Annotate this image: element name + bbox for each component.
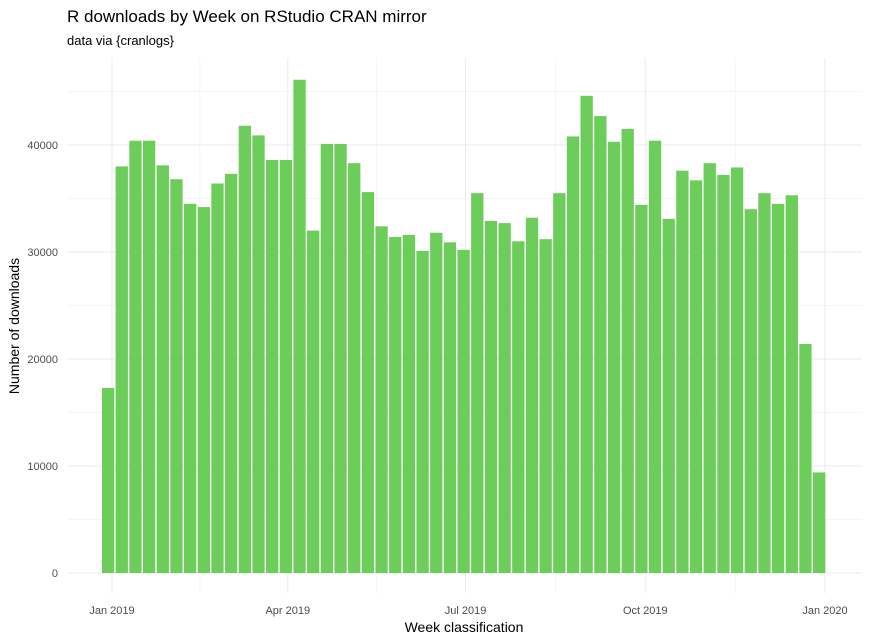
bar [197,207,210,573]
bar [635,204,648,574]
chart-subtitle: data via {cranlogs} [67,33,175,48]
bar [238,125,251,574]
y-tick-label: 30000 [27,247,58,259]
bar [101,387,115,573]
bar [334,143,347,573]
bar [402,234,416,573]
chart-title: R downloads by Week on RStudio CRAN mirr… [67,7,427,26]
bar [266,159,279,574]
bar [689,180,703,573]
bar [758,193,771,573]
bar [512,241,525,574]
y-tick-label: 10000 [27,461,58,473]
bar [594,116,607,574]
bar [621,128,634,573]
y-tick-label: 40000 [27,140,58,152]
x-tick-label: Jul 2019 [445,605,487,617]
bar [730,167,744,573]
x-tick-label: Jan 2020 [802,605,847,617]
bar [812,472,826,573]
bar [785,195,798,574]
bar [484,220,498,573]
bar [225,173,238,573]
bars [101,79,826,574]
bar [320,143,334,573]
bar [142,140,156,573]
y-axis-title: Number of downloads [6,258,22,394]
bar [539,239,552,573]
bar [389,237,402,573]
bar [662,218,675,573]
bar [471,193,484,573]
bar [553,193,566,573]
x-axis-title: Week classification [405,619,524,635]
x-tick-label: Oct 2019 [623,605,668,617]
bar [156,165,169,573]
bar [183,203,197,573]
bar [771,203,785,573]
bar [252,135,265,573]
bar [607,141,621,574]
y-tick-label: 0 [52,568,58,580]
x-axis-ticks: Jan 2019 Apr 2019 Jul 2019 Oct 2019 Jan 2020 [89,605,847,617]
bar [115,166,128,573]
bar [307,230,320,573]
bar [799,344,812,573]
bar [170,179,183,574]
bar [348,163,361,573]
bar [566,136,580,573]
bar [676,170,689,573]
bar [375,226,388,573]
bar [416,250,429,573]
x-tick-label: Apr 2019 [265,605,310,617]
y-axis-ticks: 0 10000 20000 30000 40000 [27,140,58,580]
bar [443,242,457,573]
bar [648,140,662,573]
bar [293,79,306,573]
bar [457,249,470,574]
bar [361,192,375,573]
bar [717,174,730,573]
x-tick-label: Jan 2019 [89,605,134,617]
bar [498,223,511,574]
bar [580,95,593,573]
bar [744,209,757,573]
bar [211,183,224,573]
bar [525,217,539,573]
bar [430,232,443,574]
bar [703,163,716,573]
y-tick-label: 20000 [27,354,58,366]
bar [129,140,142,573]
bar [279,159,293,574]
